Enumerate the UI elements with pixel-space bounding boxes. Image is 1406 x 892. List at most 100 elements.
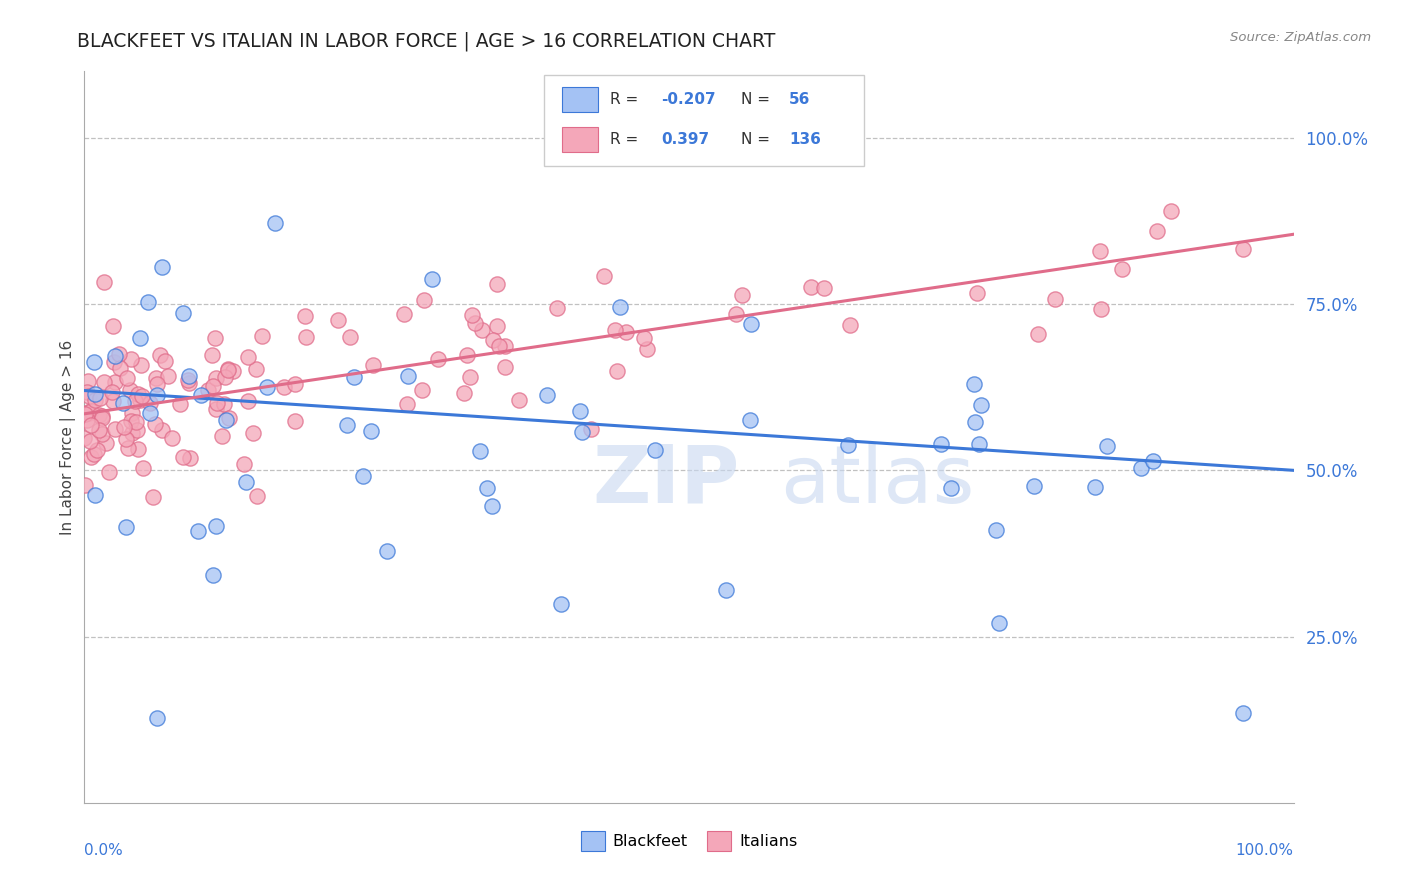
Point: [396, 369, 419, 384]
Point: [172, 306, 194, 320]
Point: [339, 330, 361, 344]
Point: [427, 351, 450, 366]
Point: [97, 465, 120, 479]
Point: [471, 323, 494, 337]
Point: [1232, 706, 1254, 721]
Point: [633, 331, 655, 345]
Text: 136: 136: [789, 132, 821, 147]
Point: [931, 436, 953, 450]
Point: [214, 396, 236, 410]
Point: [967, 437, 990, 451]
Point: [139, 396, 162, 410]
Point: [488, 338, 510, 352]
Point: [131, 389, 153, 403]
Point: [146, 388, 169, 402]
Point: [494, 339, 516, 353]
Point: [169, 396, 191, 410]
Point: [411, 384, 433, 398]
Point: [238, 350, 260, 364]
Point: [84, 393, 107, 408]
Point: [245, 361, 267, 376]
Point: [963, 376, 986, 391]
Point: [1090, 301, 1112, 316]
Point: [731, 288, 754, 302]
Point: [145, 376, 167, 391]
Point: [80, 417, 103, 432]
Point: [156, 369, 179, 384]
Point: [481, 499, 503, 513]
Point: [87, 423, 110, 437]
Point: [264, 216, 287, 230]
Point: [460, 370, 482, 384]
Point: [128, 331, 150, 345]
Point: [215, 413, 238, 427]
Point: [546, 301, 568, 315]
Point: [139, 407, 162, 421]
Point: [177, 373, 200, 387]
Point: [205, 371, 228, 385]
Point: [103, 319, 125, 334]
Point: [127, 423, 149, 437]
Point: [235, 475, 257, 490]
Point: [80, 450, 103, 464]
Point: [202, 378, 225, 392]
Point: [361, 358, 384, 372]
Point: [343, 370, 366, 384]
Point: [1022, 479, 1045, 493]
Point: [186, 524, 208, 539]
Point: [117, 441, 139, 455]
Point: [813, 280, 835, 294]
Text: N =: N =: [741, 132, 775, 147]
Point: [336, 418, 359, 433]
Point: [90, 410, 112, 425]
Point: [839, 318, 862, 332]
Text: 0.397: 0.397: [661, 132, 709, 147]
Point: [145, 371, 167, 385]
Point: [605, 323, 627, 337]
Point: [453, 386, 475, 401]
Point: [217, 363, 239, 377]
Point: [571, 425, 593, 440]
Text: BLACKFEET VS ITALIAN IN LABOR FORCE | AGE > 16 CORRELATION CHART: BLACKFEET VS ITALIAN IN LABOR FORCE | AG…: [77, 31, 776, 51]
Point: [120, 351, 142, 366]
Point: [179, 369, 201, 384]
Point: [256, 379, 278, 393]
Text: ZIP: ZIP: [592, 442, 740, 520]
Point: [609, 300, 631, 314]
Point: [93, 275, 115, 289]
Point: [475, 481, 498, 495]
Point: [360, 424, 382, 438]
Point: [93, 375, 115, 389]
Point: [87, 408, 110, 422]
Point: [108, 346, 131, 360]
Point: [83, 387, 105, 401]
Point: [136, 294, 159, 309]
Point: [125, 415, 148, 429]
Point: [988, 615, 1011, 630]
Point: [412, 293, 434, 308]
Point: [142, 491, 165, 505]
Point: [108, 361, 131, 376]
Point: [837, 438, 859, 452]
Point: [295, 330, 318, 344]
Point: [486, 277, 509, 291]
Text: 0.0%: 0.0%: [84, 843, 124, 858]
Point: [482, 333, 505, 347]
Point: [91, 427, 114, 442]
Point: [965, 415, 987, 429]
Point: [127, 386, 149, 401]
Point: [644, 443, 666, 458]
Point: [146, 711, 169, 725]
Point: [128, 392, 150, 407]
Point: [242, 425, 264, 440]
Point: [1160, 204, 1182, 219]
Point: [420, 272, 443, 286]
Point: [120, 414, 142, 428]
Point: [568, 403, 591, 417]
Point: [294, 310, 316, 324]
Point: [395, 397, 418, 411]
Point: [149, 348, 172, 362]
Point: [217, 362, 239, 376]
Point: [190, 388, 212, 402]
Point: [273, 380, 295, 394]
